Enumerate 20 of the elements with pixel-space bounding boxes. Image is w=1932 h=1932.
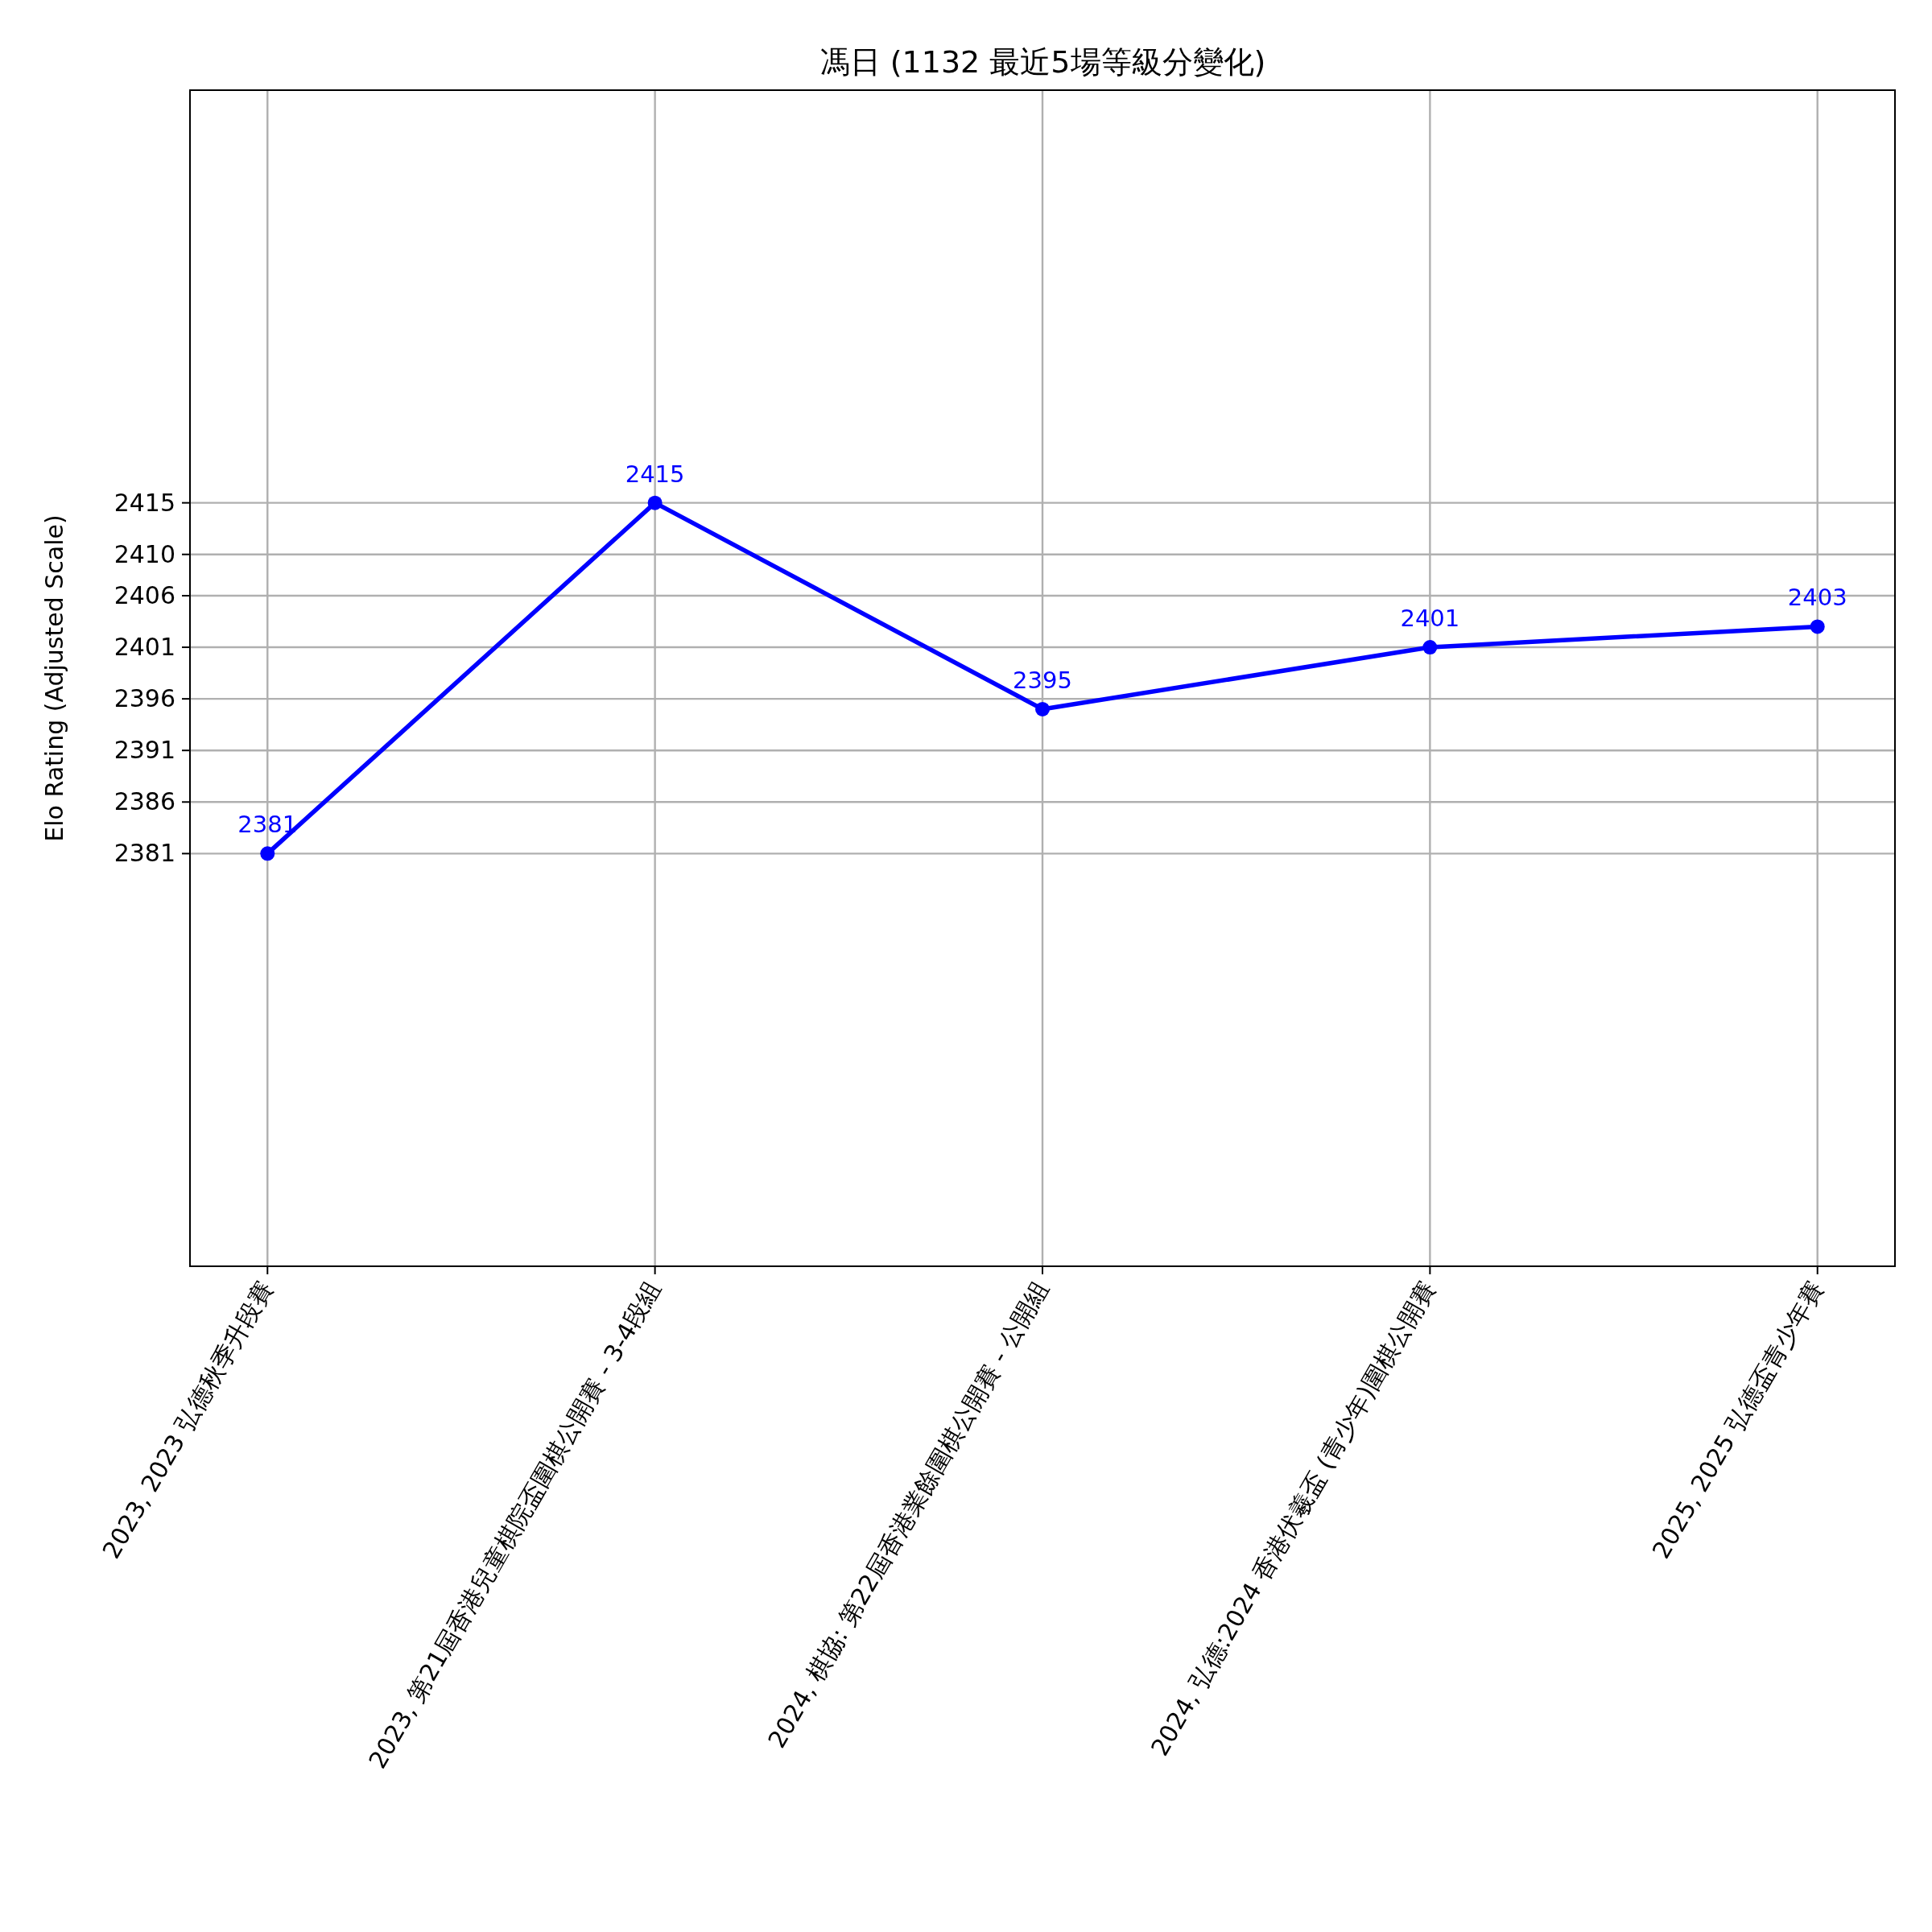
y-tick-label: 2415 <box>114 488 175 517</box>
data-label: 2403 <box>1787 584 1847 612</box>
point <box>1035 701 1050 716</box>
y-tick-label: 2396 <box>114 684 175 713</box>
point <box>1422 640 1438 655</box>
y-tick-label: 2386 <box>114 787 175 816</box>
y-tick-label: 2401 <box>114 633 175 662</box>
point <box>647 495 663 510</box>
point <box>1810 619 1825 634</box>
chart-title: 馮日 (1132 最近5場等級分變化) <box>819 44 1266 80</box>
data-label: 2415 <box>625 460 685 488</box>
y-axis-title: Elo Rating (Adjusted Scale) <box>40 514 68 842</box>
y-tick-label: 2406 <box>114 580 175 609</box>
point <box>260 846 275 861</box>
y-tick-label: 2381 <box>114 839 175 868</box>
y-tick-label: 2410 <box>114 539 175 568</box>
data-label: 2401 <box>1400 605 1460 633</box>
data-label: 2381 <box>237 811 298 839</box>
y-tick-label: 2391 <box>114 736 175 765</box>
data-label: 2395 <box>1013 666 1072 694</box>
